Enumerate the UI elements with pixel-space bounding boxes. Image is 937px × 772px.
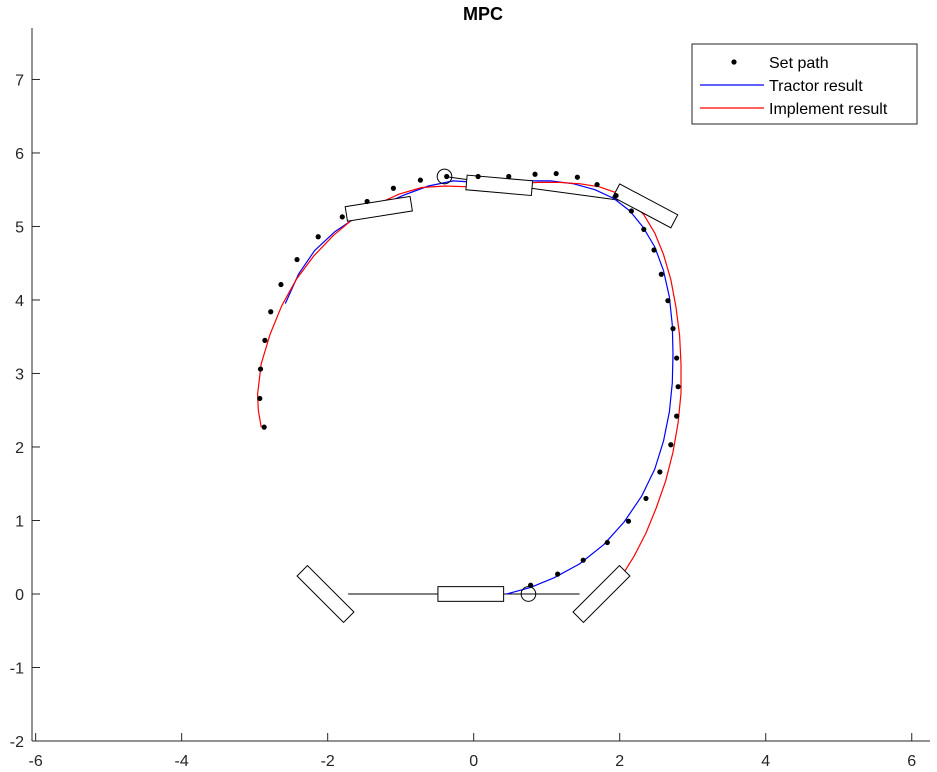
legend-label: Implement result (769, 101, 888, 118)
vehicle-body-rect (344, 195, 413, 222)
set-path-point (580, 557, 586, 563)
y-tick-label: 0 (15, 587, 24, 604)
set-path-point (665, 298, 671, 304)
vehicle-body-rect (612, 183, 679, 229)
set-path-point (670, 326, 676, 332)
set-path-point (643, 495, 649, 502)
set-path-point (555, 571, 561, 577)
set-path-point (574, 174, 580, 180)
set-path-point (257, 366, 264, 372)
y-tick-label: 6 (15, 146, 24, 163)
set-path-point (651, 247, 657, 253)
set-path-point (658, 271, 664, 277)
set-path-point (674, 413, 680, 419)
set-path-point (444, 173, 450, 180)
pivot-circle (520, 586, 537, 602)
vehicle-body-rect (437, 586, 505, 602)
y-tick-label: 7 (15, 72, 24, 89)
y-tick-label: 4 (15, 293, 24, 310)
x-tick-label: -6 (29, 753, 43, 770)
y-tick-label: -1 (10, 660, 24, 677)
y-tick-label: 1 (15, 513, 24, 530)
legend: Set path Tractor result Implement result (691, 43, 918, 125)
set-path-point (528, 582, 534, 588)
chart-title: MPC (463, 4, 503, 24)
set-path-point (625, 518, 632, 524)
legend-label: Set path (769, 55, 829, 72)
set-path-point (262, 337, 268, 343)
set-path-point (657, 469, 663, 475)
set-path-point (417, 177, 424, 183)
axes: -6 -4 -2 0 2 4 6 -2 -1 0 1 2 3 4 5 6 7 (10, 28, 930, 770)
set-path-point (675, 384, 681, 390)
set-path-point (628, 208, 634, 214)
set-path-point (278, 281, 284, 288)
set-path-point (674, 355, 680, 361)
set-path-point (261, 424, 267, 430)
x-tick-label: 2 (615, 753, 624, 770)
vehicle-body-rect (465, 174, 534, 197)
set-path-point (315, 234, 321, 240)
y-tick-label: 3 (15, 366, 24, 383)
pivot-circle (436, 168, 453, 185)
set-path-point (553, 170, 559, 177)
vehicle-body-rect (572, 564, 631, 624)
set-path-point (613, 192, 619, 199)
legend-label: Tractor result (769, 78, 863, 95)
x-tick-label: -2 (321, 753, 335, 770)
y-tick-label: 5 (15, 219, 24, 236)
set-path-point (339, 214, 345, 220)
set-path-point (268, 309, 274, 315)
plot-content (257, 168, 682, 624)
set-path-point (594, 181, 600, 188)
plot-area (257, 168, 682, 624)
set-path-point (257, 395, 263, 402)
set-path-point (506, 173, 512, 180)
set-path-point (364, 198, 370, 205)
x-tick-label: 6 (907, 753, 916, 770)
set-path-point (294, 256, 300, 263)
vehicle-body-rect (296, 564, 355, 624)
legend-box (691, 43, 918, 125)
set-path-point (668, 442, 674, 448)
set-path-point (604, 539, 610, 546)
y-tick-label: -2 (10, 734, 24, 751)
set-path-point (641, 226, 647, 233)
legend-marker-set-path (731, 59, 737, 65)
set-path-point (390, 185, 396, 191)
x-tick-label: 4 (761, 753, 770, 770)
x-tick-label: 0 (469, 753, 478, 770)
y-tick-label: 2 (15, 440, 24, 457)
set-path-point (532, 171, 538, 177)
x-tick-label: -4 (175, 753, 189, 770)
set-path-point (475, 173, 481, 180)
